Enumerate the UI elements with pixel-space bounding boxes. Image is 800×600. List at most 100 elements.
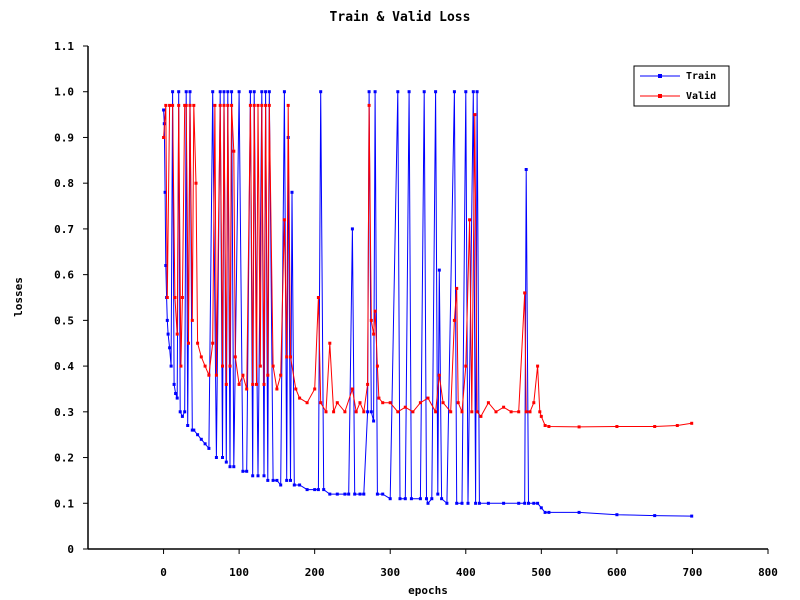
data-point-train — [196, 433, 200, 437]
data-point-train — [532, 501, 536, 505]
data-point-valid — [464, 364, 468, 368]
data-point-valid — [343, 410, 347, 414]
data-point-valid — [452, 318, 456, 322]
legend-train-label: Train — [686, 70, 716, 82]
data-point-valid — [470, 410, 474, 414]
data-point-train — [169, 364, 173, 368]
data-point-train — [471, 90, 475, 94]
data-point-train — [211, 90, 215, 94]
data-point-valid — [213, 103, 217, 107]
data-point-train — [350, 227, 354, 231]
data-point-valid — [258, 364, 262, 368]
data-point-valid — [251, 382, 255, 386]
data-point-train — [184, 90, 188, 94]
data-point-train — [409, 497, 413, 501]
data-point-train — [298, 483, 302, 487]
y-tick-label: 0.3 — [54, 406, 74, 419]
data-point-train — [186, 424, 190, 427]
data-point-valid — [211, 341, 215, 345]
data-point-train — [466, 501, 470, 505]
data-point-train — [279, 483, 283, 487]
data-point-train — [282, 90, 286, 94]
data-point-train — [372, 419, 376, 423]
data-point-valid — [262, 382, 266, 386]
data-point-train — [440, 497, 444, 501]
data-point-valid — [165, 296, 169, 299]
data-point-valid — [298, 396, 302, 400]
data-point-train — [388, 497, 392, 501]
data-point-train — [162, 108, 166, 112]
data-point-train — [178, 410, 182, 414]
data-point-valid — [358, 401, 362, 405]
data-point-train — [319, 90, 323, 94]
x-ticks: 0 100 200 300 400 500 600 700 800 — [160, 549, 778, 579]
data-point-valid — [267, 103, 271, 107]
data-point-valid — [332, 410, 336, 414]
data-point-train — [248, 90, 252, 94]
data-point-valid — [175, 332, 179, 336]
data-point-train — [536, 501, 540, 505]
data-point-valid — [538, 410, 542, 414]
x-tick-label: 700 — [683, 566, 703, 579]
data-point-train — [218, 90, 222, 94]
data-point-valid — [207, 373, 211, 377]
data-point-valid — [255, 382, 258, 386]
data-point-valid — [543, 424, 547, 427]
data-point-valid — [403, 405, 407, 409]
data-point-train — [347, 492, 351, 496]
data-point-train — [381, 492, 385, 496]
data-point-valid — [173, 296, 177, 299]
data-point-valid — [367, 103, 371, 107]
data-point-valid — [377, 396, 381, 400]
data-point-valid — [354, 410, 358, 414]
data-point-train — [224, 460, 228, 464]
data-point-train — [313, 488, 317, 492]
data-point-valid — [437, 373, 441, 377]
data-point-train — [455, 501, 459, 505]
x-tick-label: 0 — [160, 566, 167, 579]
data-point-valid — [316, 296, 320, 299]
data-point-valid — [517, 410, 521, 414]
data-point-train — [437, 268, 441, 272]
data-point-train — [165, 318, 169, 322]
data-point-valid — [184, 103, 188, 107]
data-point-train — [367, 90, 371, 94]
data-point-train — [264, 90, 268, 94]
data-point-valid — [577, 425, 581, 429]
data-point-valid — [264, 103, 268, 107]
y-tick-label: 0.5 — [54, 314, 74, 327]
data-point-valid — [218, 103, 222, 107]
data-point-valid — [222, 103, 226, 107]
data-point-train — [237, 90, 241, 94]
data-point-train — [430, 497, 434, 501]
data-point-train — [328, 492, 332, 496]
data-point-valid — [418, 401, 422, 405]
x-tick-label: 300 — [380, 566, 400, 579]
data-point-valid — [547, 425, 551, 428]
data-point-train — [221, 456, 224, 459]
data-point-valid — [328, 341, 332, 345]
data-point-valid — [675, 424, 679, 427]
data-point-valid — [237, 382, 241, 386]
data-point-train — [422, 90, 426, 94]
data-point-valid — [187, 341, 190, 345]
series-valid — [162, 103, 694, 429]
data-point-train — [524, 168, 528, 171]
series-train — [162, 90, 694, 518]
data-point-valid — [194, 181, 198, 185]
data-point-valid — [190, 318, 194, 322]
data-point-valid — [196, 341, 200, 345]
x-tick-label: 400 — [456, 566, 476, 579]
chart-title: Train & Valid Loss — [330, 10, 471, 25]
data-point-valid — [282, 218, 286, 222]
data-point-train — [474, 501, 478, 505]
data-point-train — [353, 492, 357, 496]
y-tick-label: 0.9 — [54, 131, 74, 144]
data-point-train — [653, 514, 657, 518]
data-point-valid — [690, 421, 694, 425]
data-point-train — [335, 492, 339, 496]
data-point-valid — [475, 410, 479, 414]
data-point-train — [425, 497, 428, 501]
data-point-valid — [230, 103, 234, 107]
